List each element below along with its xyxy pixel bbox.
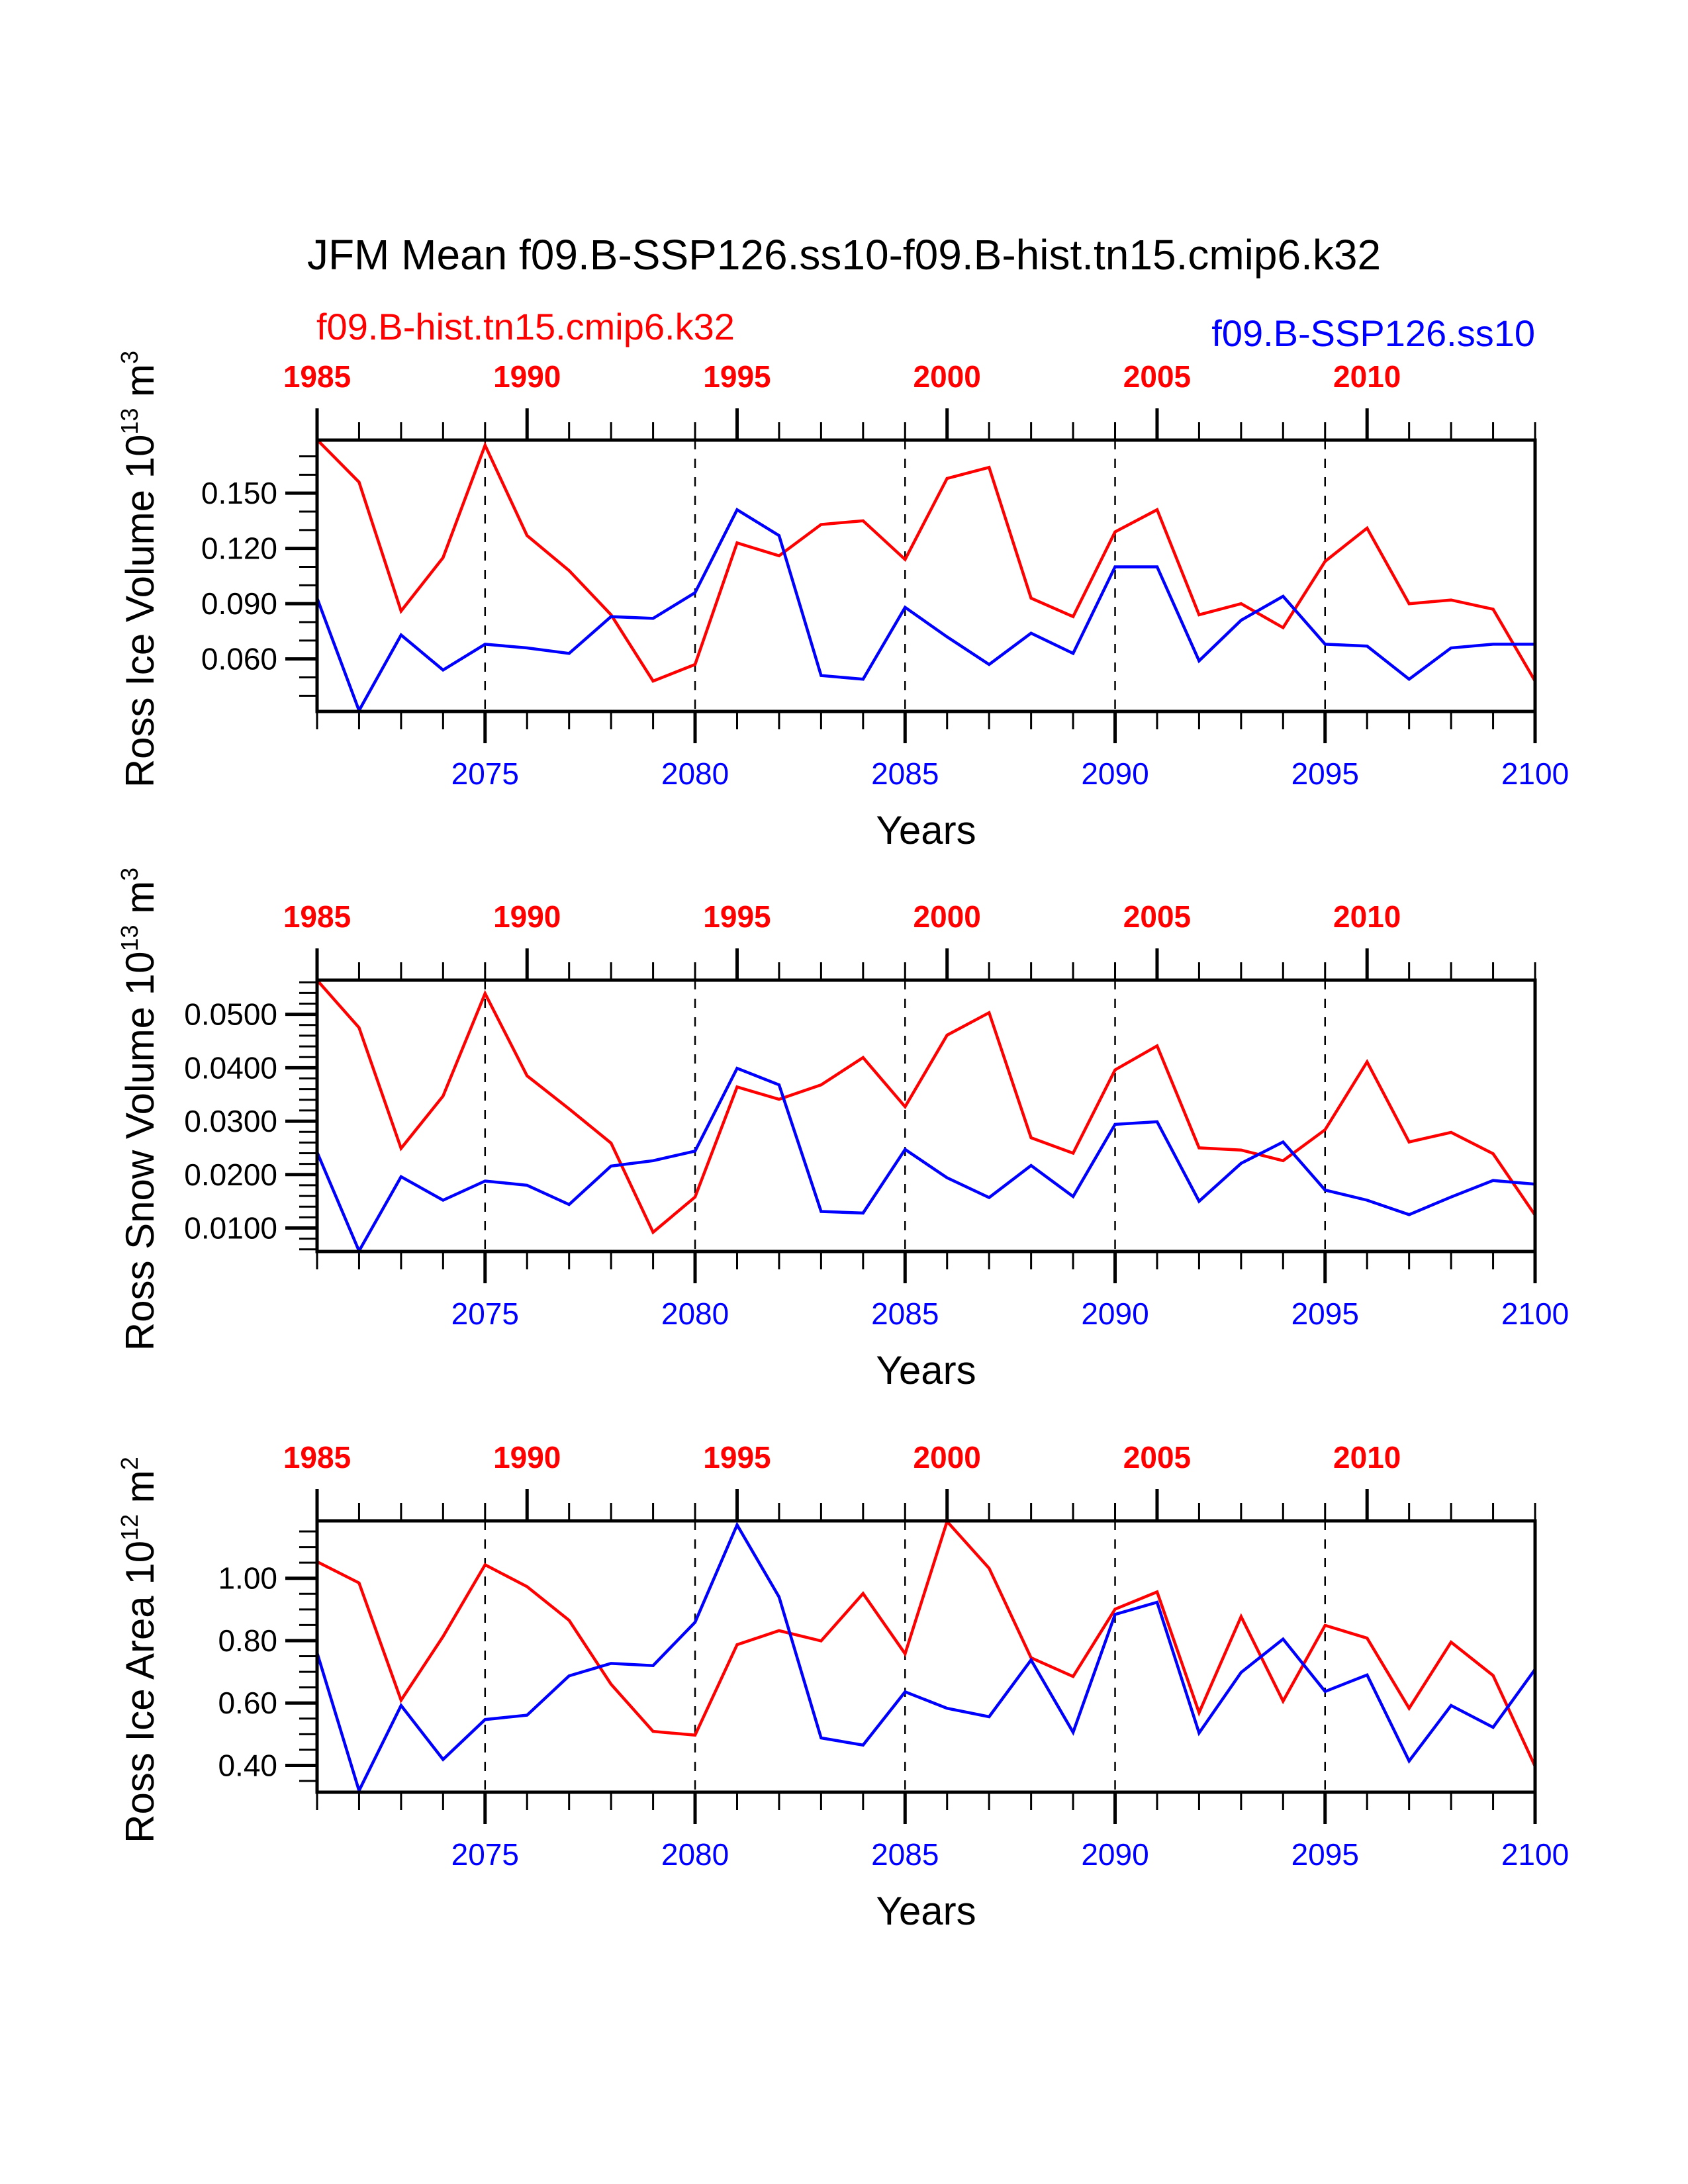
x-top-tick-label: 2005 — [1123, 899, 1191, 934]
x-top-tick-label: 2010 — [1333, 1440, 1401, 1475]
x-top-tick-label: 1990 — [493, 359, 561, 394]
x-top-tick-label: 1995 — [703, 1440, 771, 1475]
x-top-tick-label: 2000 — [914, 899, 981, 934]
x-axis-title: Years — [876, 808, 976, 852]
y-tick-label: 0.120 — [201, 531, 277, 566]
x-tick-label: 2075 — [451, 1297, 519, 1331]
series-ssp-line — [315, 1522, 1536, 1795]
panels: 0.060 0.090 0.120 0.150 2075 2080 2085 2090 2095… — [116, 351, 1569, 1933]
y-tick-label: 0.0200 — [184, 1158, 277, 1192]
x-tick-label: 2080 — [661, 1297, 729, 1331]
y-tick-label: 0.60 — [218, 1686, 277, 1720]
y-tick-label: 0.060 — [201, 642, 277, 676]
legend-ssp-label: f09.B-SSP126.ss10 — [1211, 312, 1535, 354]
x-top-tick-label: 1985 — [283, 1440, 351, 1475]
x-tick-label: 2075 — [451, 756, 519, 791]
x-tick-label: 2085 — [871, 1837, 939, 1872]
x-top-tick-label: 1985 — [283, 899, 351, 934]
x-top-tick-label: 2010 — [1333, 359, 1401, 394]
x-tick-label: 2100 — [1501, 1837, 1569, 1872]
x-tick-label: 2090 — [1081, 1837, 1149, 1872]
x-top-tick-label: 1990 — [493, 1440, 561, 1475]
x-tick-label: 2100 — [1501, 1297, 1569, 1331]
series-hist-line — [316, 438, 1536, 683]
y-tick-label: 0.80 — [218, 1623, 277, 1658]
x-top-tick-label: 1995 — [703, 899, 771, 934]
y-axis-title: Ross Ice Area 1012 m2 — [116, 1457, 162, 1843]
plot-frame — [315, 978, 1537, 1253]
panel-3: 0.40 0.60 0.80 1.00 2075 2080 2085 2090 2095 2100… — [116, 1440, 1569, 1933]
y-tick-label: 0.150 — [201, 476, 277, 510]
x-top-tick-label: 2005 — [1123, 359, 1191, 394]
x-top-tick-label: 2005 — [1123, 1440, 1191, 1475]
x-axis-title: Years — [876, 1348, 976, 1392]
y-tick-label: 0.090 — [201, 586, 277, 621]
x-top-tick-label: 2000 — [914, 1440, 981, 1475]
series-hist-line — [316, 979, 1536, 1235]
panel-1: 0.060 0.090 0.120 0.150 2075 2080 2085 2090 2095… — [116, 351, 1569, 852]
x-top-tick-label: 2000 — [914, 359, 981, 394]
x-tick-label: 2085 — [871, 1297, 939, 1331]
y-tick-label: 0.0100 — [184, 1210, 277, 1245]
x-tick-label: 2080 — [661, 756, 729, 791]
series-hist-line — [316, 1518, 1537, 1767]
y-tick-label: 0.0400 — [184, 1050, 277, 1085]
x-tick-label: 2090 — [1081, 1297, 1149, 1331]
y-tick-label: 0.40 — [218, 1748, 277, 1782]
chart-title: JFM Mean f09.B-SSP126.ss10-f09.B-hist.tn… — [307, 231, 1381, 279]
x-tick-label: 2075 — [451, 1837, 519, 1872]
y-axis-title: Ross Snow Volume 1013 m3 — [116, 868, 162, 1351]
panel-2: 0.0100 0.0200 0.0300 0.0400 0.0500 2075 2080 20… — [116, 868, 1569, 1392]
x-tick-label: 2100 — [1501, 756, 1569, 791]
series-ssp-line — [315, 1066, 1536, 1255]
x-axis-title: Years — [876, 1889, 976, 1933]
x-top-tick-label: 2010 — [1333, 899, 1401, 934]
y-tick-label: 1.00 — [218, 1561, 277, 1596]
x-top-tick-label: 1995 — [703, 359, 771, 394]
x-tick-label: 2095 — [1291, 1837, 1359, 1872]
plot-frame — [315, 1519, 1537, 1794]
plot-frame — [315, 438, 1537, 713]
y-axis-title: Ross Ice Volume 1013 m3 — [116, 351, 162, 788]
x-top-tick-label: 1990 — [493, 899, 561, 934]
x-tick-label: 2085 — [871, 756, 939, 791]
x-tick-label: 2095 — [1291, 756, 1359, 791]
x-tick-label: 2090 — [1081, 756, 1149, 791]
y-tick-label: 0.0300 — [184, 1104, 277, 1138]
x-tick-label: 2095 — [1291, 1297, 1359, 1331]
x-top-tick-label: 1985 — [283, 359, 351, 394]
series-ssp-line — [315, 508, 1535, 714]
y-tick-label: 0.0500 — [184, 997, 277, 1032]
legend-hist-label: f09.B-hist.tn15.cmip6.k32 — [316, 306, 735, 347]
x-tick-label: 2080 — [661, 1837, 729, 1872]
